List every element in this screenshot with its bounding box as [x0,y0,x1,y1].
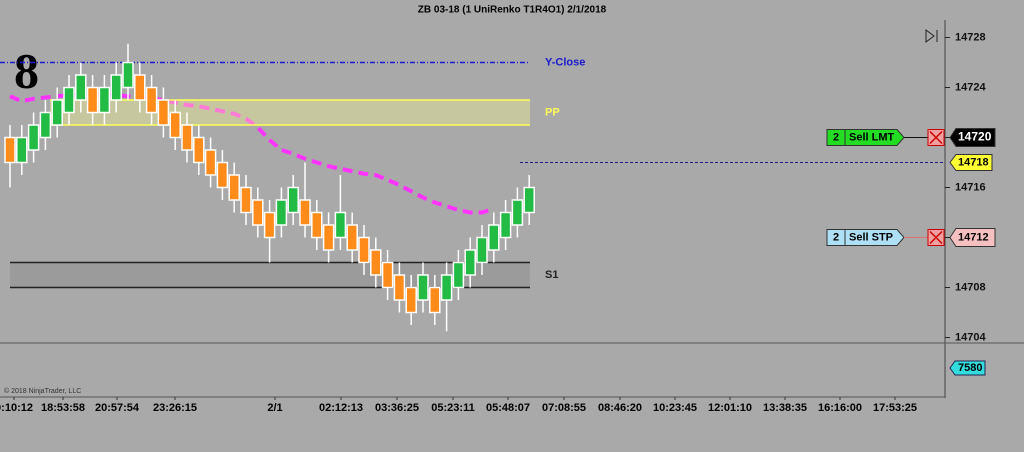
candle-body [440,274,453,301]
bar-counter: 8 [14,42,39,98]
candle-body [523,186,535,214]
candle-body [488,224,500,251]
candle-body [51,99,63,126]
x-tick-label: 03:36:25 [375,402,419,414]
order-label-box [844,229,905,246]
candle-body [346,224,358,251]
candle-body [134,74,146,101]
last-price-label: 14718 [958,156,989,168]
chart-title: ZB 03-18 (1 UniRenko T1R4O1) 2/1/2018 [418,5,607,16]
x-tick-label: 17:53:25 [873,402,917,414]
candle-body [322,224,335,251]
candle-body [311,211,323,239]
candle-body [75,74,87,101]
x-tick-label: 16:16:00 [818,402,862,414]
candle-body [511,199,524,226]
candle-body [299,199,311,226]
candle-body [27,124,40,151]
candle-body [193,136,205,164]
candle-body [370,249,382,276]
candle-body [334,211,347,239]
order-label: Sell STP [849,231,893,243]
order-cancel[interactable] [927,129,945,146]
candle-body [240,186,252,214]
candle-body [169,111,181,139]
candle-body [263,211,276,239]
candle-body [86,86,99,114]
candle-body [39,111,52,139]
y-tick-label: 14708 [955,281,986,293]
level-label: PP [545,106,560,118]
x-tick-label: 02:12:13 [319,402,363,414]
level-label: S1 [545,269,558,281]
x-tick-label: 07:08:55 [542,402,586,414]
y-tick-label: 14724 [955,81,986,93]
candle-body [122,61,134,89]
x-tick-label: 12:01:10 [708,402,752,414]
order-label: Sell LMT [849,131,895,143]
volume-tag [949,360,986,376]
candle-body [181,124,193,151]
candle-body [393,274,406,301]
candle-body [287,186,299,214]
candle-body [499,211,512,239]
y-tick-label: 14716 [955,181,986,193]
candle-body [204,149,217,176]
x-tick-label: 13:38:35 [763,402,807,414]
x-tick-label: 05:23:11 [431,402,474,414]
candle-body [4,136,16,164]
order-quantity: 2 [833,131,839,143]
y-tick-label: 14704 [955,331,986,343]
copyright: © 2018 NinjaTrader, LLC [4,387,81,395]
candle-body [381,261,394,289]
candle-body [157,99,170,126]
candle-body [275,199,288,226]
last-price-tag [949,154,993,171]
candle-body [417,274,429,301]
candle-body [452,261,465,289]
candle-body [63,86,75,114]
candle-body [464,249,476,276]
candle-body [216,161,229,189]
order-price-label: 14712 [958,231,989,243]
candle-body [405,286,417,314]
candle-body [16,136,28,164]
x-tick-label: 2/1 [267,402,282,414]
order-cancel[interactable] [927,229,945,246]
x-tick-label: 08:46:20 [598,402,642,414]
order-price-label: 14720 [958,130,992,144]
volume-label: 7580 [958,362,982,374]
candle-body [252,199,264,226]
candle-body [228,174,240,201]
x-tick-label: 05:48:07 [486,402,530,414]
level-band [50,100,530,125]
level-label: Y-Close [545,56,585,68]
x-tick-label: 0:10:12 [0,402,33,414]
candle-body [98,86,111,114]
y-tick-label: 14728 [955,31,986,43]
order-cancel-x [929,230,943,245]
x-tick-label: 10:23:45 [653,402,697,414]
order-price-tag [949,128,996,147]
order-quantity: 2 [833,231,839,243]
candle-body [429,286,441,314]
scroll-end-button[interactable] [925,29,938,43]
order-price-tag [949,228,996,247]
candle-body [476,236,488,264]
order-label-box [844,129,905,146]
candle-body [145,86,158,114]
x-tick-label: 23:26:15 [153,402,197,414]
x-tick-label: 18:53:58 [41,402,85,414]
x-tick-label: 20:57:54 [95,402,140,414]
order-cancel-x [929,130,943,145]
candle-body [110,74,122,101]
candle-body [358,236,370,264]
